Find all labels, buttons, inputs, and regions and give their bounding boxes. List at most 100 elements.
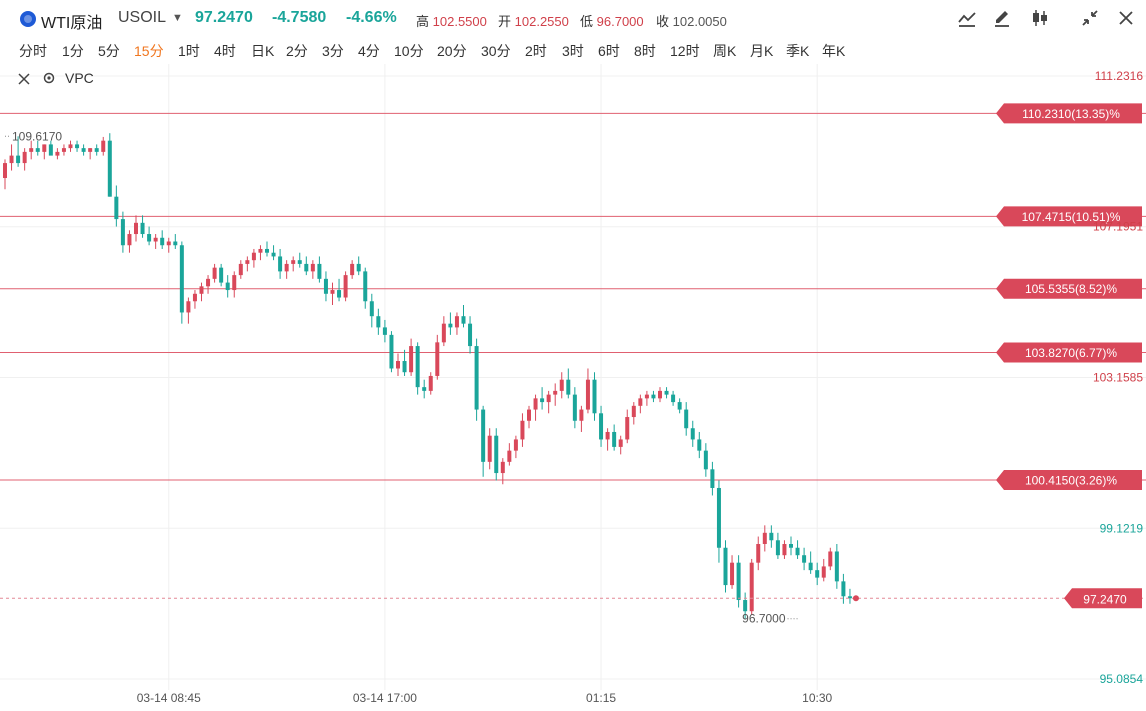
timeframe-15[interactable]: 6时 <box>598 43 620 59</box>
y-tick-label: 99.1219 <box>1100 521 1144 535</box>
candle-body <box>658 390 662 399</box>
close-label: 收 <box>656 14 670 29</box>
candle-body <box>533 398 538 410</box>
candle-body <box>153 237 158 242</box>
min-price-label: 96.7000 <box>742 612 786 626</box>
candle-body <box>310 263 315 272</box>
close-value: 102.0050 <box>672 14 727 29</box>
timeframe-6[interactable]: 日K <box>251 43 275 59</box>
candle-body <box>88 148 93 152</box>
candle-body <box>651 394 656 399</box>
high-label: 高 <box>416 14 430 29</box>
candle-body <box>61 148 66 152</box>
candle-body <box>284 263 289 272</box>
timeframe-4[interactable]: 1时 <box>178 43 200 59</box>
candle-body <box>337 290 342 298</box>
timeframe-13[interactable]: 2时 <box>525 43 547 59</box>
candle-body <box>147 234 152 242</box>
timeframe-2[interactable]: 5分 <box>98 43 120 59</box>
candle-body <box>422 387 427 391</box>
timeframe-1[interactable]: 1分 <box>62 43 84 59</box>
indicator-close-icon[interactable] <box>18 72 30 88</box>
candle-body <box>350 263 355 276</box>
timeframe-5[interactable]: 4时 <box>214 43 236 59</box>
candle-body <box>494 435 499 474</box>
timeframe-20[interactable]: 季K <box>786 43 810 59</box>
line-tool-icon[interactable] <box>955 8 979 32</box>
candle-body <box>756 544 761 563</box>
candle-body <box>363 271 368 302</box>
timeframe-3[interactable]: 15分 <box>134 43 164 59</box>
chart-annotations: 109.6170 96.7000 97.2470 <box>0 129 1146 626</box>
timeframe-21[interactable]: 年K <box>822 43 846 59</box>
timeframe-17[interactable]: 12时 <box>670 43 700 59</box>
candle-body <box>42 144 47 152</box>
timeframe-10[interactable]: 10分 <box>394 43 424 59</box>
candle-body <box>513 439 518 451</box>
candle-body <box>481 409 486 462</box>
timeframe-18[interactable]: 周K <box>713 43 737 59</box>
low-label: 低 <box>580 14 594 29</box>
close-icon[interactable] <box>1114 8 1138 32</box>
candle-body <box>802 555 807 563</box>
price-change-pct: -4.66% <box>346 9 397 26</box>
candle-body <box>304 263 309 272</box>
candle-body <box>834 551 839 582</box>
candle-body <box>762 532 767 545</box>
candle-body <box>474 346 479 410</box>
candle-body <box>520 420 525 440</box>
price-level-tag <box>996 469 1142 490</box>
symbol-code[interactable]: USOIL <box>118 9 167 26</box>
candle-body <box>428 375 433 391</box>
timeframe-16[interactable]: 8时 <box>634 43 656 59</box>
candle-body <box>94 148 99 152</box>
candle-body <box>35 148 40 152</box>
last-price-dot <box>852 595 859 602</box>
candle-body <box>644 394 649 399</box>
collapse-icon[interactable] <box>1078 8 1102 32</box>
candle-body <box>743 600 748 612</box>
candle-body <box>677 402 682 410</box>
y-tick-label: 111.2316 <box>1095 69 1144 83</box>
timeframe-11[interactable]: 20分 <box>437 43 467 59</box>
price-change: -4.7580 <box>272 9 327 26</box>
candle-body <box>605 431 610 440</box>
candle-body <box>409 346 414 373</box>
price-level-label: 107.4715(10.51)% <box>1022 210 1121 224</box>
pencil-icon[interactable] <box>990 8 1014 32</box>
candle-body <box>238 263 243 276</box>
candle-body <box>736 562 741 601</box>
candle-body <box>566 379 571 395</box>
timeframe-19[interactable]: 月K <box>750 43 774 59</box>
candle-body <box>389 334 394 369</box>
candle-body <box>553 390 558 395</box>
candle-body <box>572 394 577 421</box>
candle-body <box>343 275 348 298</box>
timeframe-9[interactable]: 4分 <box>358 43 380 59</box>
y-tick-label: 103.1585 <box>1093 371 1143 385</box>
timeframe-0[interactable]: 分时 <box>19 43 47 59</box>
candle-body <box>671 394 676 403</box>
candle-body <box>382 327 387 335</box>
candle-body <box>369 301 374 317</box>
candle-body <box>795 547 800 556</box>
symbol-header: WTI原油 USOIL ▼ 97.2470 -4.7580 -4.66% 高 1… <box>0 0 1146 36</box>
x-tick-label: 01:15 <box>586 691 616 705</box>
price-level-tag <box>996 103 1142 124</box>
caret-down-icon[interactable]: ▼ <box>172 12 183 24</box>
timeframe-8[interactable]: 3分 <box>322 43 344 59</box>
candles <box>3 133 852 619</box>
candle-body <box>638 398 643 406</box>
candle-body <box>847 596 852 599</box>
gear-icon[interactable] <box>42 71 56 88</box>
timeframe-7[interactable]: 2分 <box>286 43 308 59</box>
timeframe-14[interactable]: 3时 <box>562 43 584 59</box>
candle-body <box>173 241 178 246</box>
candle-body <box>703 450 708 470</box>
candle-body <box>730 562 735 586</box>
timeframe-12[interactable]: 30分 <box>481 43 511 59</box>
symbol-name[interactable]: WTI原油 <box>41 15 103 32</box>
candle-body <box>487 435 492 462</box>
candlestick-icon[interactable] <box>1028 8 1052 32</box>
